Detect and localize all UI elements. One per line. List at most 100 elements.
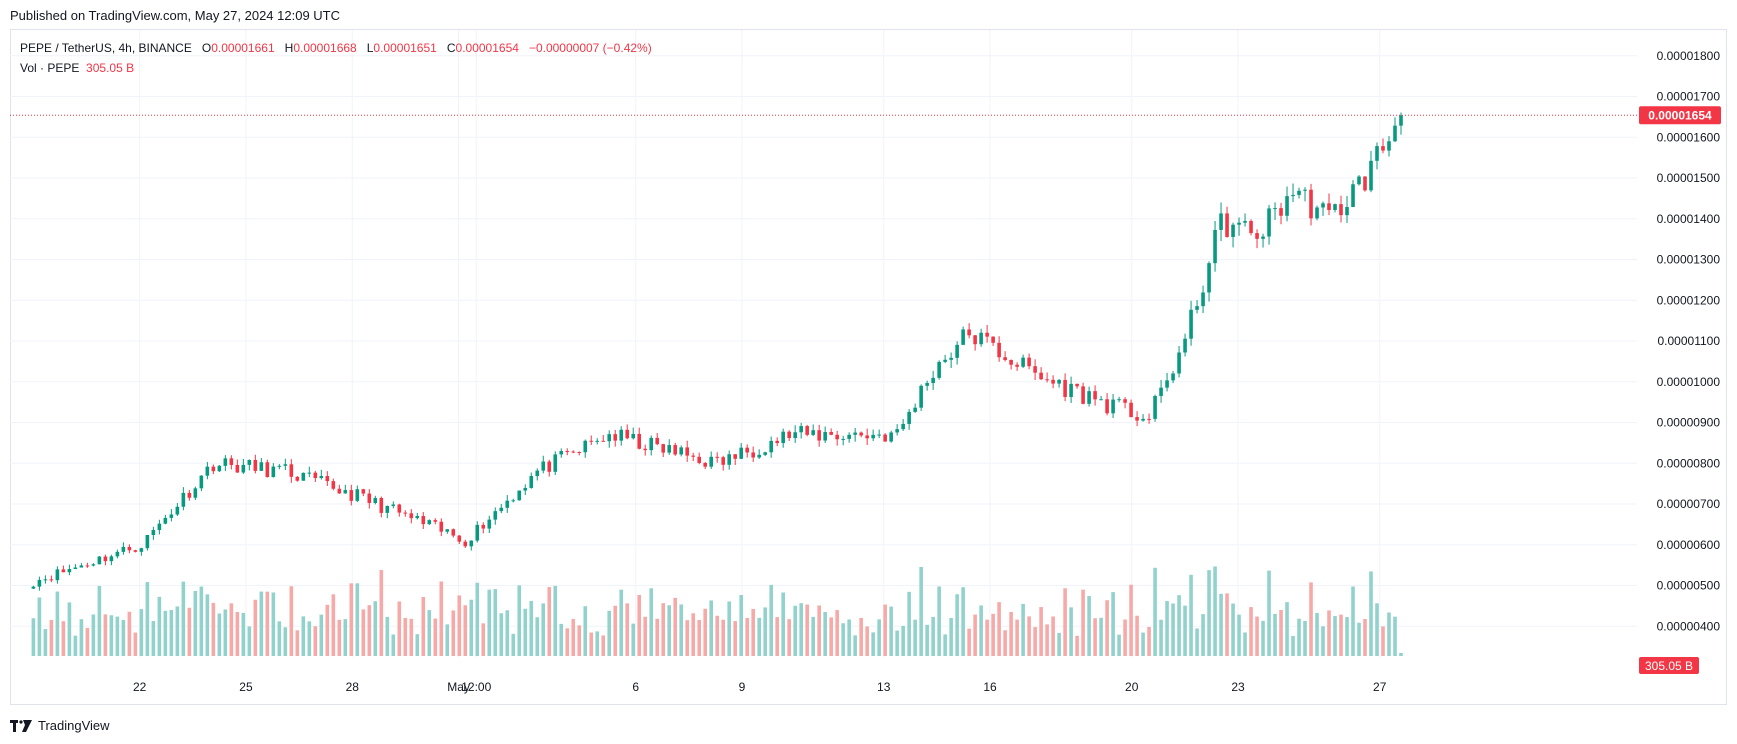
volume-bar [967,628,971,656]
candle-body [1333,204,1337,210]
volume-bar [1333,616,1337,656]
volume-bar [385,616,390,656]
candle-body [907,411,911,424]
candle-body [283,464,288,466]
candle-body [1159,387,1163,396]
volume-bar [949,617,953,656]
volume-bar [103,614,108,656]
volume-bar [1087,596,1091,656]
volume-bar [685,620,690,656]
volume-bar [481,623,486,656]
volume-bar [1147,626,1151,656]
volume-bar [1033,627,1037,656]
volume-bar [205,594,210,656]
candle-body [469,540,474,547]
time-tick-label: 23 [1231,680,1245,694]
close-value: 0.00001654 [455,41,519,55]
volume-bar [1399,653,1403,656]
chart-frame[interactable] [10,29,1727,705]
candle-body [1381,146,1385,151]
open-label: O [201,41,212,55]
volume-bar [1363,619,1367,656]
volume-bar [253,599,258,656]
volume-bar [121,619,126,656]
candle-body [1321,203,1325,208]
last-price-label: 0.00001654 [1648,108,1712,122]
candle-body [271,466,276,478]
candle-body [493,511,498,520]
volume-bar [511,633,516,656]
volume-bar [1021,603,1025,656]
candle-body [1093,391,1097,400]
volume-bar [1063,588,1067,656]
candle-body [427,520,432,525]
volume-bar [157,596,162,656]
volume-bar [343,619,348,656]
candle-body [241,464,246,473]
candle-body [805,426,809,435]
footer[interactable]: TradingView [10,718,110,733]
candle-body [1363,176,1367,191]
volume-bar [1159,619,1163,656]
candle-body [955,344,959,358]
volume-bar [817,605,821,656]
volume-bar [1117,634,1121,656]
volume-bar [1321,626,1325,656]
price-tick-label: 0.00000700 [1657,497,1721,511]
volume-bar [1153,567,1157,656]
volume-bar [661,603,666,656]
candle-body [49,579,54,581]
volume-bar [1201,614,1205,656]
volume-bar [775,617,779,656]
candle-body [1369,160,1373,191]
candle-body [1171,373,1175,381]
volume-bar [649,588,654,656]
price-tick-label: 0.00001000 [1657,375,1721,389]
candle-body [853,432,857,435]
candle-body [1063,379,1067,397]
candle-body [1183,338,1187,353]
volume-bar [679,604,684,656]
symbol-label[interactable]: PEPE / TetherUS, 4h, BINANCE [20,41,192,55]
volume-bar [1003,630,1007,656]
time-tick-label: 20 [1125,680,1139,694]
volume-bar [865,626,869,656]
volume-bar [835,610,839,656]
candle-body [607,434,612,442]
volume-bars [31,566,1403,656]
volume-bar [919,566,923,656]
candle-body [265,462,270,478]
candle-body [1351,184,1355,207]
candle-body [481,524,486,529]
candle-body [865,435,869,439]
candle-body [1261,236,1265,239]
candle-body [727,454,731,465]
volume-bar [667,605,672,656]
candle-body [1123,399,1127,403]
volume-bar [529,600,534,656]
volume-bar [565,628,570,656]
candle-body [109,556,114,562]
candle-body [37,579,42,587]
volume-bar [643,616,648,656]
candle-body [349,490,354,501]
volume-value: 305.05 B [86,61,135,75]
volume-label[interactable]: Vol · PEPE [20,61,80,75]
volume-bar [733,621,737,656]
candle-body [961,329,965,345]
volume-bar [1297,618,1301,656]
volume-bar [583,606,588,656]
candle-body [685,447,690,456]
volume-bar [1111,592,1115,656]
volume-bar [391,634,396,656]
candle-body [703,462,708,467]
volume-bar [925,624,929,656]
volume-bar [889,606,893,656]
volume-bar [37,597,42,656]
candle-body [1177,352,1181,374]
candle-body [55,569,60,581]
volume-bar [1381,626,1385,656]
volume-bar [1075,635,1079,656]
candle-body [157,523,162,530]
